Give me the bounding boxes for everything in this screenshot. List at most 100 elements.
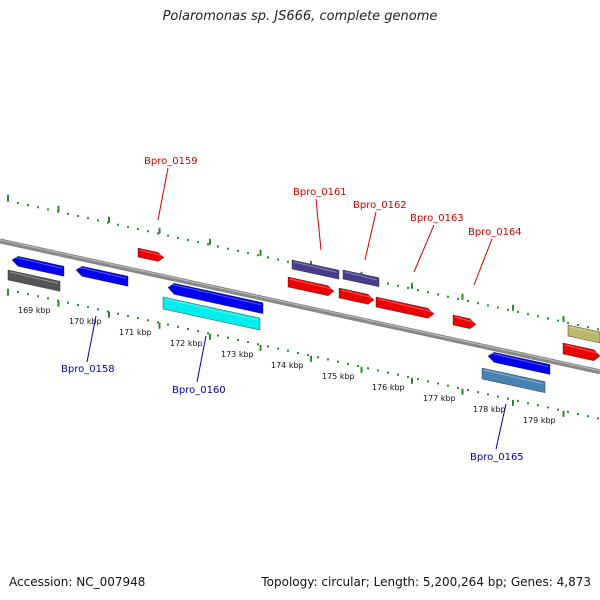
minor-tick [57,299,59,302]
minor-tick [487,304,489,307]
minor-tick [347,362,349,365]
minor-tick [307,354,309,357]
accession-text: Accession: NC_007948 [9,575,146,589]
minor-tick [27,293,29,296]
minor-tick [97,219,99,222]
gene-feature-shine [139,249,163,257]
minor-tick [97,308,99,311]
minor-tick [407,375,409,378]
tick-label: 177 kbp [423,394,456,403]
minor-tick [217,245,219,248]
minor-tick [297,351,299,354]
gene-feature-4 [167,283,264,314]
minor-tick [587,415,589,418]
gene-label-bpro-0162: Bpro_0162 [353,200,407,211]
gene-feature-2 [75,266,129,287]
minor-tick [127,225,129,228]
minor-tick [117,223,119,226]
gene-feature-shine [564,344,599,354]
gene-feature-10 [375,296,435,319]
gene-leader-line [495,403,507,450]
minor-tick [187,327,189,330]
minor-tick [47,297,49,300]
minor-tick [487,393,489,396]
gene-feature-shine [77,266,127,279]
minor-tick [287,260,289,263]
minor-tick [547,406,549,409]
minor-tick [477,391,479,394]
minor-tick [327,358,329,361]
backbone [0,238,600,375]
minor-tick [167,323,169,326]
minor-tick [437,293,439,296]
gene-feature-3 [137,247,165,262]
summary-text: Topology: circular; Length: 5,200,264 bp… [261,575,591,589]
minor-tick [197,241,199,244]
minor-tick [217,334,219,337]
minor-tick [447,384,449,387]
gene-label-bpro-0158: Bpro_0158 [61,364,115,375]
minor-tick [587,326,589,329]
gene-feature-6 [291,259,340,280]
minor-tick [287,349,289,352]
minor-tick [137,317,139,320]
minor-tick [147,319,149,322]
minor-tick [567,410,569,413]
tick-label: 179 kbp [523,416,556,425]
minor-tick [67,212,69,215]
inner-tick-ring [7,288,599,420]
tick-label: 175 kbp [322,372,355,381]
minor-tick [177,236,179,239]
minor-tick [237,338,239,341]
map-title: Polaromonas sp. JS666, complete genome [162,9,438,24]
gene-leader-line [315,198,322,251]
gene-label-bpro-0164: Bpro_0164 [468,227,522,238]
gene-feature-shine [293,261,338,273]
tick-label: 176 kbp [372,383,405,392]
minor-tick [527,402,529,405]
minor-tick [497,395,499,398]
minor-tick [37,295,39,298]
gene-feature-shine [13,256,63,269]
gene-feature-5 [162,296,261,331]
gene-leader-line [196,335,207,383]
minor-tick [77,215,79,218]
gene-label-bpro-0163: Bpro_0163 [410,213,464,224]
minor-tick [407,286,409,289]
minor-tick [167,234,169,237]
gene-label-bpro-0161: Bpro_0161 [293,187,347,198]
minor-tick [117,312,119,315]
minor-tick [517,399,519,402]
gene-feature-shine [344,271,378,281]
gene-feature-12 [487,352,551,375]
gene-feature-9 [338,287,375,305]
minor-tick [567,321,569,324]
gene-feature-8 [342,269,380,288]
minor-tick [417,378,419,381]
minor-tick [197,330,199,333]
minor-tick [207,332,209,335]
tick-label: 172 kbp [170,339,203,348]
minor-tick [457,297,459,300]
features [7,247,600,393]
minor-tick [507,397,509,400]
gene-leader-line [364,211,377,261]
gene-feature-shine [454,316,475,323]
minor-tick [597,328,599,331]
minor-tick [257,254,259,257]
minor-tick [87,217,89,220]
minor-tick [527,313,529,316]
minor-tick [127,314,129,317]
minor-tick [247,341,249,344]
minor-tick [417,289,419,292]
tick-label: 169 kbp [18,306,51,315]
gene-feature-shine [569,326,599,335]
gene-leader-line [413,224,435,273]
minor-tick [467,300,469,303]
minor-tick [557,408,559,411]
minor-tick [157,232,159,235]
minor-tick [427,380,429,383]
gene-leader-line [86,315,97,363]
gene-feature-shine [377,298,433,313]
